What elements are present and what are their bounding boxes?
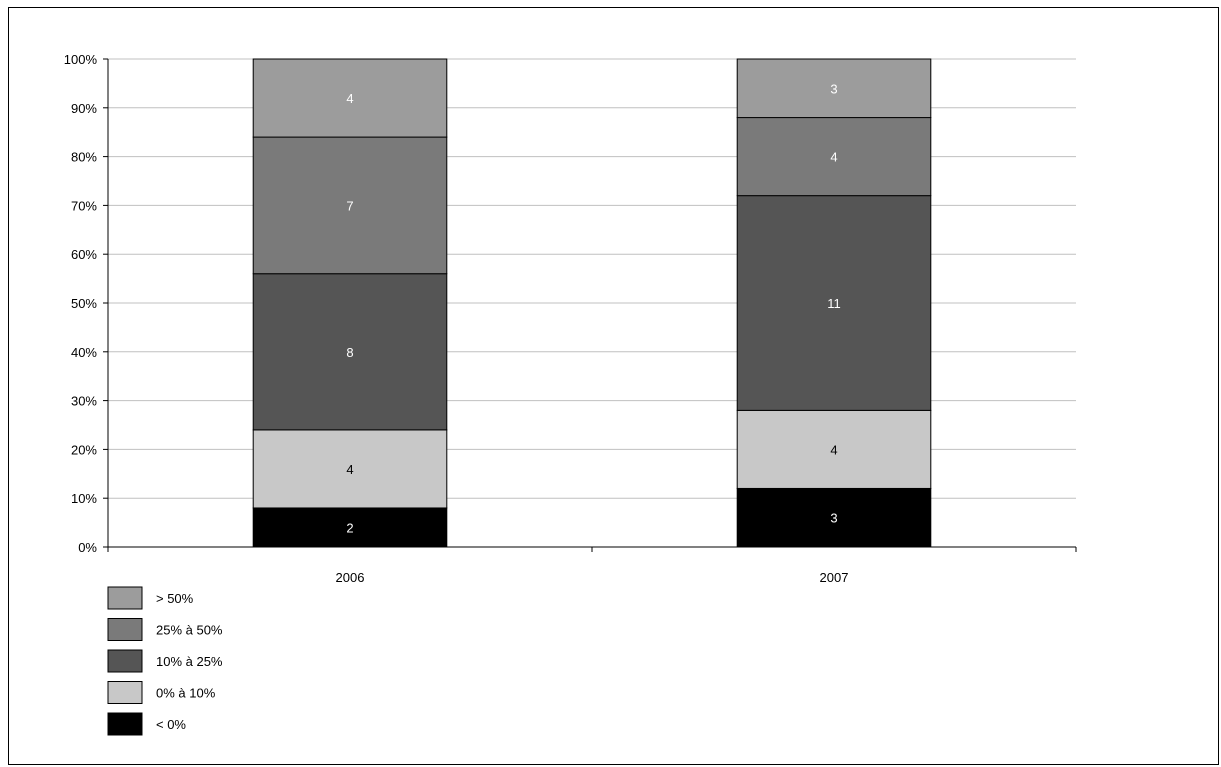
data-label: 11 xyxy=(827,296,841,311)
data-label: 4 xyxy=(346,91,353,106)
legend-label: 10% à 25% xyxy=(156,654,223,669)
chart-frame xyxy=(8,7,1219,765)
data-label: 4 xyxy=(830,150,837,165)
legend-swatch xyxy=(107,586,143,610)
bar-segment xyxy=(736,58,932,119)
y-tick-label: 80% xyxy=(71,150,97,165)
y-tick-label: 30% xyxy=(71,394,97,409)
y-tick-label: 100% xyxy=(64,52,98,67)
x-tick-label: 2007 xyxy=(820,570,849,585)
bar-segment xyxy=(736,195,932,411)
data-label: 2 xyxy=(346,520,353,535)
legend: > 50% 25% à 50% 10% à 25% 0% à 10% < 0% xyxy=(107,586,223,736)
bar-segment xyxy=(252,58,448,138)
y-tick-label: 60% xyxy=(71,247,97,262)
data-label: 7 xyxy=(346,198,353,213)
data-label: 4 xyxy=(830,442,837,457)
bar-segment xyxy=(252,273,448,431)
bar-segment xyxy=(736,487,932,548)
y-tick-label: 20% xyxy=(71,442,97,457)
y-tick-label: 90% xyxy=(71,101,97,116)
y-tick-label: 0% xyxy=(78,540,97,555)
legend-label: > 50% xyxy=(156,591,194,606)
data-label: 3 xyxy=(830,81,837,96)
x-axis: 2006 2007 xyxy=(107,546,1077,585)
legend-swatch xyxy=(107,681,143,704)
legend-swatch xyxy=(107,649,143,673)
bar-segment xyxy=(252,136,448,275)
bar-segment xyxy=(736,409,932,489)
data-label: 4 xyxy=(346,462,353,477)
x-tick-label: 2006 xyxy=(336,570,365,585)
legend-label: 0% à 10% xyxy=(156,686,216,701)
bar-segment xyxy=(736,117,932,197)
legend-label: 25% à 50% xyxy=(156,623,223,638)
legend-swatch xyxy=(107,618,143,641)
y-axis: 0% 10% 20% 30% 40% 50% 60% 70% 80% 90% 100% xyxy=(64,52,109,555)
data-label: 3 xyxy=(830,511,837,526)
bars: 2 4 8 7 4 3 4 11 4 3 xyxy=(252,58,932,548)
legend-swatch xyxy=(107,712,143,736)
y-tick-label: 70% xyxy=(71,198,97,213)
y-tick-label: 50% xyxy=(71,296,97,311)
data-label: 8 xyxy=(346,345,353,360)
y-tick-label: 10% xyxy=(71,491,97,506)
legend-label: < 0% xyxy=(156,717,186,732)
bar-segment xyxy=(252,507,448,548)
y-tick-label: 40% xyxy=(71,345,97,360)
